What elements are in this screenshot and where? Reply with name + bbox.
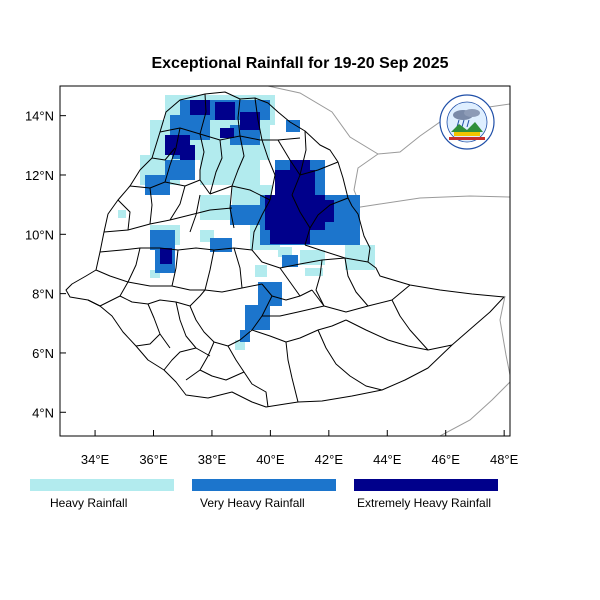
map-title: Exceptional Rainfall for 19-20 Sep 2025	[151, 55, 449, 72]
ethiopia-border	[65, 91, 505, 408]
y-tick-label: 12°N	[25, 168, 54, 183]
x-tick-label: 48°E	[490, 452, 519, 467]
y-tick-label: 14°N	[25, 109, 54, 124]
x-axis: 34°E 36°E 38°E 40°E 42°E 44°E 46°E 48°E	[81, 430, 519, 467]
x-tick-label: 42°E	[315, 452, 344, 467]
institute-logo	[439, 94, 495, 150]
y-tick-label: 6°N	[32, 346, 54, 361]
region-boundaries	[65, 91, 505, 408]
legend-swatch-heavy	[30, 479, 174, 491]
x-tick-label: 44°E	[373, 452, 402, 467]
legend-swatch-very-heavy	[192, 479, 336, 491]
legend-label-extremely-heavy: Extremely Heavy Rainfall	[357, 496, 492, 510]
legend-label-very-heavy: Very Heavy Rainfall	[200, 496, 305, 510]
map-frame	[59, 85, 511, 437]
y-axis: 14°N 12°N 10°N 8°N 6°N 4°N	[25, 109, 66, 420]
x-tick-label: 34°E	[81, 452, 110, 467]
y-tick-label: 8°N	[32, 287, 54, 302]
y-tick-label: 4°N	[32, 405, 54, 420]
x-tick-label: 46°E	[432, 452, 461, 467]
legend-label-heavy: Heavy Rainfall	[50, 496, 128, 510]
y-tick-label: 10°N	[25, 227, 54, 242]
x-tick-label: 36°E	[139, 452, 168, 467]
legend-swatch-extremely-heavy	[354, 479, 498, 491]
x-tick-label: 38°E	[198, 452, 227, 467]
x-tick-label: 40°E	[256, 452, 285, 467]
rainfall-overlay	[118, 95, 375, 350]
